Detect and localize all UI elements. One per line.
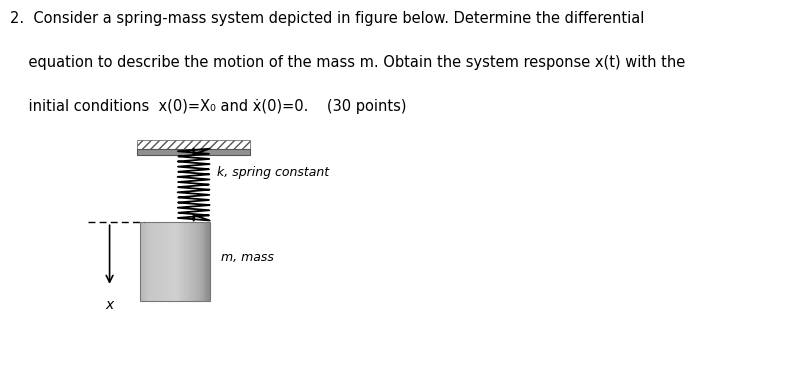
Text: x: x <box>105 298 113 312</box>
Bar <box>151 222 152 302</box>
Text: k, spring constant: k, spring constant <box>217 166 329 179</box>
Bar <box>189 222 190 302</box>
Bar <box>204 222 205 302</box>
Bar <box>167 222 168 302</box>
Bar <box>141 222 143 302</box>
Bar <box>145 222 146 302</box>
Bar <box>200 222 202 302</box>
Bar <box>188 222 189 302</box>
Text: 2.  Consider a spring-mass system depicted in figure below. Determine the differ: 2. Consider a spring-mass system depicte… <box>10 11 645 26</box>
Bar <box>195 222 196 302</box>
Bar <box>152 222 153 302</box>
Bar <box>147 222 148 302</box>
Bar <box>161 222 162 302</box>
Text: equation to describe the motion of the mass m. Obtain the system response x(t) w: equation to describe the motion of the m… <box>10 55 685 70</box>
Bar <box>172 222 174 302</box>
Bar <box>202 222 203 302</box>
Bar <box>136 140 250 149</box>
Bar <box>160 222 161 302</box>
Bar <box>196 222 197 302</box>
Text: initial conditions  x(0)=X₀ and ẋ(0)=0.    (30 points): initial conditions x(0)=X₀ and ẋ(0)=0. (… <box>10 99 407 114</box>
Bar <box>203 222 204 302</box>
Bar <box>190 222 192 302</box>
Bar <box>205 222 206 302</box>
Bar <box>185 222 187 302</box>
Bar <box>153 222 154 302</box>
Bar <box>183 222 184 302</box>
Bar <box>166 222 167 302</box>
Bar <box>158 222 159 302</box>
Bar <box>136 149 250 155</box>
Bar <box>197 222 198 302</box>
Bar <box>208 222 210 302</box>
Bar <box>159 222 160 302</box>
Bar <box>148 222 149 302</box>
Bar <box>179 222 180 302</box>
Bar <box>177 222 179 302</box>
Bar <box>175 222 176 302</box>
Bar <box>170 222 172 302</box>
Bar <box>169 222 170 302</box>
Bar <box>146 222 147 302</box>
Bar <box>164 222 166 302</box>
Text: m, mass: m, mass <box>221 251 274 264</box>
Bar <box>194 222 195 302</box>
Bar <box>140 222 141 302</box>
Bar <box>198 222 200 302</box>
Bar <box>154 222 156 302</box>
Bar <box>176 222 177 302</box>
Bar <box>162 222 164 302</box>
Bar <box>182 222 183 302</box>
Bar <box>207 222 208 302</box>
Bar <box>184 222 185 302</box>
Bar <box>192 222 194 302</box>
Bar <box>181 222 182 302</box>
Bar <box>143 222 144 302</box>
Bar <box>144 222 145 302</box>
Bar <box>140 222 210 302</box>
Bar <box>187 222 188 302</box>
Bar <box>156 222 158 302</box>
Bar <box>174 222 175 302</box>
Bar <box>206 222 207 302</box>
Bar <box>149 222 151 302</box>
Bar <box>168 222 169 302</box>
Bar <box>180 222 181 302</box>
